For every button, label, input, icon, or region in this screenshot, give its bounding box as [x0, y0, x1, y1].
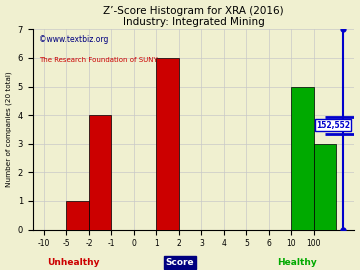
Text: 152,552: 152,552	[316, 121, 350, 130]
Y-axis label: Number of companies (20 total): Number of companies (20 total)	[5, 72, 12, 187]
Text: The Research Foundation of SUNY: The Research Foundation of SUNY	[39, 57, 158, 63]
Text: Score: Score	[166, 258, 194, 267]
Bar	[292, 86, 314, 230]
Text: Unhealthy: Unhealthy	[47, 258, 99, 267]
Text: ©www.textbiz.org: ©www.textbiz.org	[39, 35, 108, 44]
Text: Healthy: Healthy	[277, 258, 317, 267]
Bar	[314, 144, 337, 230]
Bar	[67, 201, 89, 230]
Bar	[157, 58, 179, 230]
Title: Z’-Score Histogram for XRA (2016)
Industry: Integrated Mining: Z’-Score Histogram for XRA (2016) Indust…	[103, 6, 284, 27]
Bar	[89, 115, 112, 230]
